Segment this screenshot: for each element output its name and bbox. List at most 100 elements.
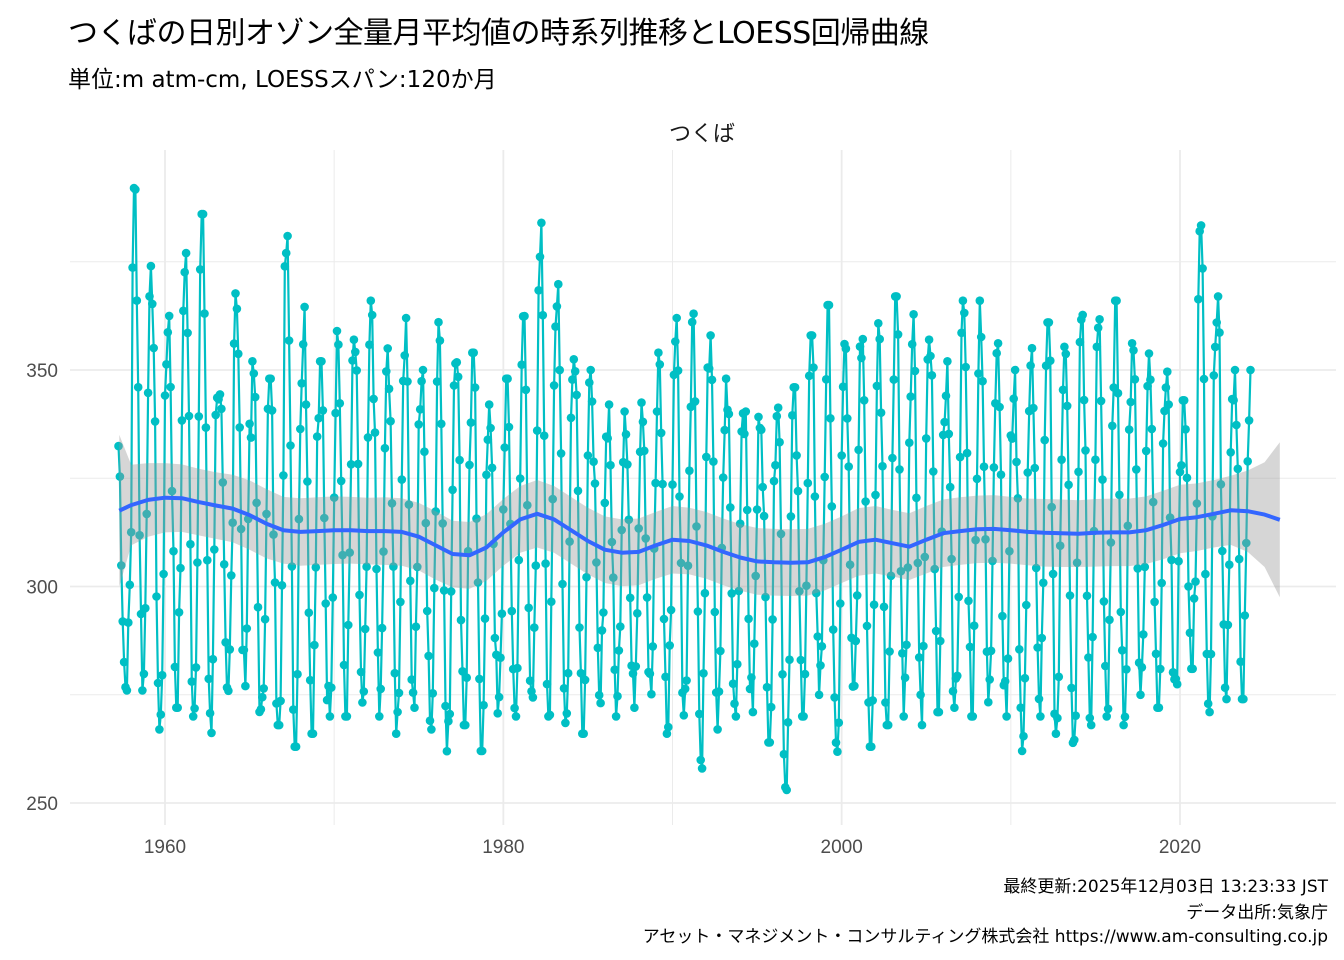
monthly-data-point (869, 600, 879, 609)
monthly-data-point (821, 375, 831, 384)
monthly-data-point (1126, 397, 1135, 407)
monthly-data-point (1026, 361, 1035, 370)
monthly-data-point (1036, 712, 1045, 721)
monthly-data-point (662, 729, 672, 738)
monthly-data-point (807, 331, 817, 340)
monthly-data-point (1140, 562, 1150, 572)
x-axis-ticks: 1960 1980 2000 2020 (144, 837, 1201, 858)
monthly-data-point (960, 308, 969, 318)
monthly-data-point (365, 340, 374, 350)
monthly-data-point (988, 556, 997, 566)
monthly-data-point (731, 712, 741, 721)
monthly-data-point (799, 712, 808, 721)
monthly-data-point (386, 416, 395, 426)
monthly-data-point (726, 503, 735, 512)
monthly-data-point (593, 643, 603, 653)
monthly-data-point (957, 328, 966, 338)
monthly-data-point (765, 738, 775, 747)
monthly-data-point (631, 662, 641, 671)
monthly-data-point (1167, 555, 1176, 565)
monthly-data-point (444, 716, 453, 726)
monthly-data-point (461, 720, 470, 730)
monthly-data-point (466, 418, 476, 427)
monthly-data-point (826, 414, 835, 423)
monthly-data-point (759, 511, 769, 521)
monthly-data-point (616, 622, 625, 631)
monthly-data-point (950, 703, 959, 712)
monthly-data-point (217, 404, 226, 414)
monthly-data-point (971, 535, 980, 545)
monthly-data-point (1016, 703, 1025, 712)
monthly-data-point (872, 381, 882, 391)
monthly-data-point (1027, 343, 1037, 353)
monthly-data-point (707, 375, 717, 385)
monthly-data-point (188, 712, 198, 721)
monthly-data-point (844, 462, 853, 471)
monthly-data-point (697, 764, 707, 773)
monthly-data-point (472, 514, 481, 523)
monthly-data-point (962, 448, 972, 458)
monthly-data-point (245, 419, 254, 429)
monthly-data-point (628, 669, 638, 678)
monthly-data-point (594, 690, 604, 700)
monthly-data-point (886, 571, 896, 581)
monthly-data-point (597, 626, 607, 635)
monthly-data-point (221, 638, 230, 647)
monthly-data-point (1000, 677, 1010, 686)
monthly-data-point (325, 712, 335, 721)
monthly-data-point (936, 636, 945, 646)
monthly-data-point (493, 709, 503, 718)
monthly-data-point (664, 722, 673, 732)
monthly-data-point (369, 394, 378, 404)
monthly-data-point (269, 530, 278, 539)
monthly-data-point (706, 331, 715, 340)
monthly-data-point (1175, 467, 1185, 477)
monthly-data-point (675, 492, 684, 501)
monthly-data-point (159, 569, 168, 579)
monthly-data-point (562, 709, 572, 718)
monthly-data-point (411, 622, 421, 631)
monthly-data-point (841, 344, 851, 354)
monthly-data-point (1206, 649, 1216, 659)
monthly-data-point (621, 430, 631, 439)
monthly-data-point (1157, 578, 1166, 588)
monthly-data-point (795, 586, 804, 596)
monthly-data-point (308, 729, 318, 738)
monthly-data-point (1098, 475, 1107, 484)
monthly-data-point (153, 678, 163, 688)
monthly-data-point (1168, 668, 1178, 677)
monthly-data-point (484, 400, 494, 409)
monthly-data-point (183, 328, 192, 338)
monthly-data-point (1122, 665, 1131, 674)
monthly-data-point (515, 474, 525, 483)
monthly-data-point (995, 402, 1004, 412)
monthly-data-point (566, 413, 576, 423)
monthly-data-point (262, 509, 271, 519)
monthly-data-point (572, 390, 581, 400)
monthly-data-point (909, 310, 918, 319)
monthly-data-point (552, 302, 562, 311)
monthly-data-point (773, 403, 783, 413)
monthly-data-point (563, 668, 573, 678)
monthly-data-point (141, 603, 150, 613)
monthly-data-point (1209, 371, 1219, 380)
monthly-data-point (401, 313, 411, 323)
monthly-data-point (1095, 315, 1104, 324)
monthly-data-point (246, 433, 256, 442)
monthly-data-point (998, 611, 1007, 621)
monthly-data-point (150, 417, 160, 426)
monthly-data-point (968, 712, 978, 721)
monthly-data-point (547, 597, 556, 606)
monthly-data-point (167, 486, 177, 496)
monthly-data-point (1133, 564, 1142, 573)
monthly-data-point (298, 340, 308, 349)
monthly-data-point (203, 555, 212, 565)
monthly-data-point (145, 292, 154, 301)
monthly-data-point (902, 640, 911, 650)
monthly-data-point (294, 514, 304, 524)
monthly-data-point (1017, 746, 1027, 756)
monthly-data-point (1185, 628, 1195, 638)
monthly-data-point (576, 668, 586, 678)
monthly-data-point (679, 711, 689, 720)
company-caption: アセット・マネジメント・コンサルティング株式会社 https://www.am-… (642, 927, 1328, 947)
